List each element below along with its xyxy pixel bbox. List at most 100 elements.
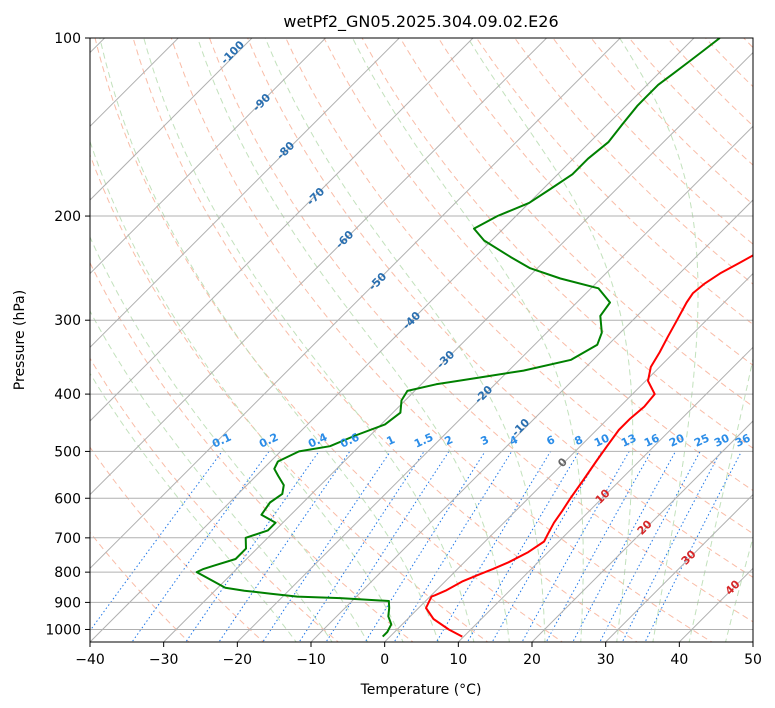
dry-adiabat	[437, 38, 753, 366]
mixing-ratio-label: 10	[592, 431, 612, 449]
moist-adiabat-label: 0	[555, 455, 570, 470]
dry-adiabat-label: -80	[274, 139, 297, 162]
mixing-ratio-line	[218, 451, 351, 642]
mixing-ratio-line	[262, 451, 391, 642]
y-tick-label: 500	[54, 444, 81, 460]
dry-adiabat	[90, 261, 414, 642]
mixing-ratio-label: 16	[642, 431, 662, 449]
dry-adiabat	[361, 38, 753, 449]
mixing-ratio-line	[572, 451, 676, 642]
chart-title: wetPf2_GN05.2025.304.09.02.E26	[283, 12, 558, 32]
isotherm	[457, 346, 753, 642]
mixing-ratio-label: 13	[619, 431, 638, 449]
moist-adiabat	[90, 310, 333, 642]
dry-adiabat	[90, 357, 340, 642]
mixing-ratio-label: 6	[545, 433, 558, 448]
isotherm	[531, 420, 753, 642]
y-axis: 1000 900 800 700 600 500 400 300 200 100	[45, 31, 90, 638]
moist-adiabat	[90, 372, 297, 642]
mixing-ratio-label: 2	[443, 433, 455, 448]
x-tick-label: −30	[149, 652, 179, 668]
mixing-ratio-label: 1	[385, 433, 397, 448]
mixing-ratio-line	[644, 451, 742, 642]
y-tick-label: 400	[54, 387, 81, 403]
y-tick-label: 100	[54, 31, 81, 47]
dry-adiabat	[666, 38, 753, 127]
y-tick-label: 800	[54, 565, 81, 581]
x-tick-label: −20	[223, 652, 253, 668]
y-tick-label: 700	[54, 531, 81, 547]
x-tick-label: 0	[380, 652, 389, 668]
mixing-ratio-line	[298, 451, 425, 642]
mixing-ratio-line	[325, 451, 450, 642]
dry-adiabat-label: -70	[304, 185, 327, 208]
x-tick-label: 20	[523, 652, 541, 668]
isotherm	[604, 493, 753, 642]
dry-adiabat	[743, 38, 753, 49]
mixing-ratio-label: 0.1	[210, 431, 233, 451]
profile-line	[425, 254, 753, 638]
isotherm	[90, 38, 327, 275]
dry-adiabat	[170, 38, 713, 642]
dry-adiabat-label: -100	[218, 38, 247, 67]
isotherm	[90, 38, 180, 128]
mixing-ratio-line	[545, 451, 652, 642]
mixing-ratio-line	[393, 451, 513, 642]
mixing-ratio-line	[435, 451, 552, 642]
mixing-ratio-label: 30	[712, 431, 732, 449]
x-tick-label: 50	[744, 652, 762, 668]
x-tick-label: 30	[597, 652, 615, 668]
y-tick-label: 300	[54, 313, 81, 329]
y-tick-label: 200	[54, 209, 81, 225]
moist-adiabat	[143, 38, 475, 642]
dry-adiabat	[552, 38, 753, 245]
dry-adiabat-label: -50	[366, 270, 389, 293]
x-tick-label: 10	[449, 652, 467, 668]
dry-adiabat	[132, 38, 638, 642]
mixing-ratio-line	[599, 451, 701, 642]
isotherm	[162, 51, 753, 642]
moist-adiabat	[352, 38, 584, 642]
isotherm	[310, 199, 753, 642]
isotherm	[90, 38, 474, 422]
mixing-ratio-label: 20	[667, 431, 687, 449]
isotherm	[383, 272, 753, 642]
x-tick-label: −40	[75, 652, 105, 668]
moist-adiabat-label: 40	[723, 577, 743, 597]
dry-adiabat	[590, 38, 753, 206]
isotherm	[752, 641, 753, 642]
dry-adiabat	[90, 153, 489, 642]
dry-adiabat	[323, 38, 753, 492]
mixing-ratio-line	[185, 451, 320, 642]
mixing-ratio-line	[90, 451, 223, 632]
profile-line	[195, 38, 721, 638]
y-tick-label: 1000	[45, 622, 81, 638]
moist-adiabat	[90, 139, 404, 642]
y-tick-label: 600	[54, 491, 81, 507]
isotherm	[90, 38, 695, 642]
mixing-ratio-line	[364, 451, 486, 642]
moist-adiabat	[90, 235, 369, 642]
dry-adiabat-label: -20	[472, 383, 495, 406]
x-tick-label: −10	[296, 652, 326, 668]
isotherm	[90, 38, 548, 496]
dry-adiabat	[399, 38, 753, 408]
dry-adiabat	[704, 38, 753, 88]
y-tick-label: 900	[54, 595, 81, 611]
dry-adiabat	[475, 38, 753, 326]
moist-adiabat	[99, 38, 440, 642]
dry-adiabat	[285, 38, 753, 535]
plot-frame	[89, 37, 754, 643]
mixing-ratio-line	[466, 451, 580, 642]
moist-adiabat-label: 10	[593, 486, 613, 506]
dry-adiabat	[247, 38, 753, 578]
mixing-ratio-label: 25	[692, 431, 711, 449]
isotherm	[90, 38, 253, 201]
x-tick-label: 40	[670, 652, 688, 668]
mixing-ratio-label: 3	[479, 433, 491, 448]
y-axis-label: Pressure (hPa)	[12, 290, 28, 390]
isotherm	[90, 38, 622, 570]
isotherm	[236, 125, 753, 642]
mixing-ratio-label: 0.2	[257, 431, 280, 451]
